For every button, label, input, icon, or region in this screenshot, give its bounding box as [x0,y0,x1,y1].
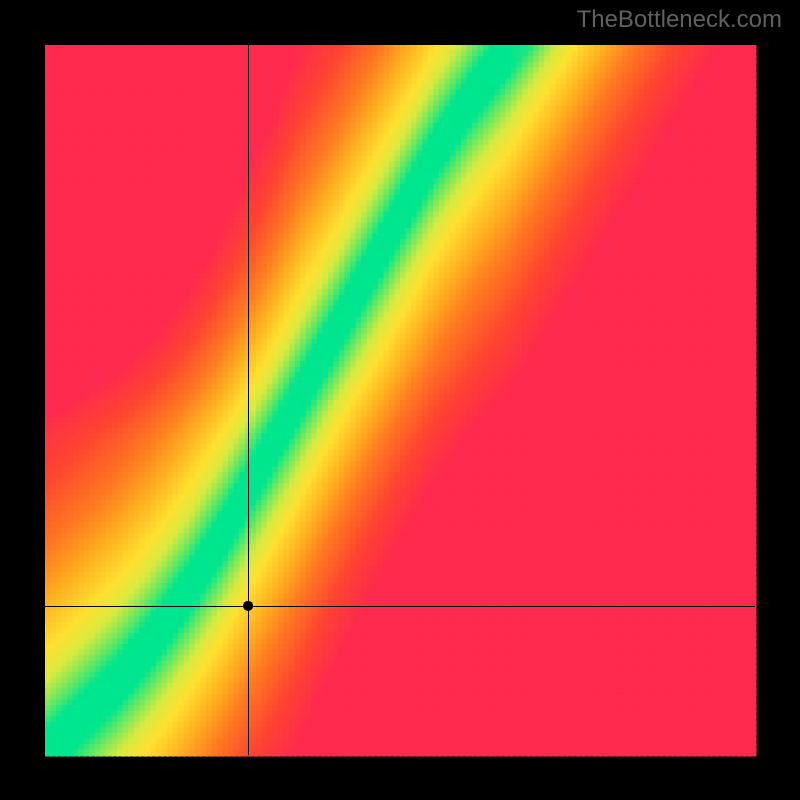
watermark-label: TheBottleneck.com [577,6,782,34]
bottleneck-heatmap [0,0,800,800]
